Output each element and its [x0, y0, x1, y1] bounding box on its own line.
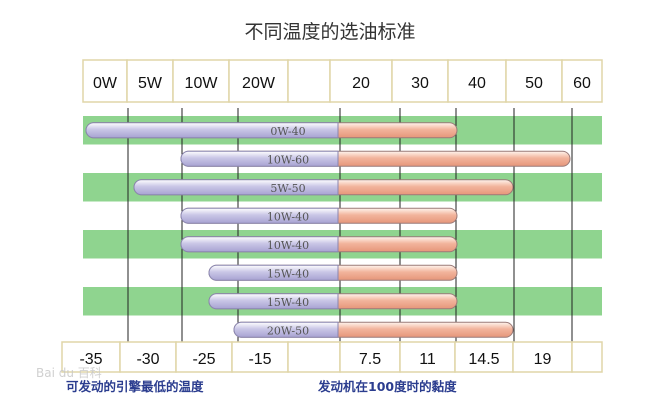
oil-grade-label: 10W-40: [267, 210, 309, 223]
bottom-axis-label: 11: [419, 351, 436, 368]
top-axis-label: 5W: [138, 75, 163, 92]
bottom-axis-label: -30: [136, 351, 159, 368]
bottom-header-cell: [231, 341, 289, 373]
oil-bar-cold-part: [180, 150, 339, 167]
oil-bar-cold-part: [180, 236, 339, 253]
bottom-header-cell: [571, 341, 603, 373]
top-header-cell: [561, 59, 603, 103]
top-header-cell: [172, 59, 230, 103]
bottom-header-cell: [454, 341, 514, 373]
top-axis-label: 40: [468, 75, 486, 92]
oil-bar-cold-part: [233, 321, 339, 338]
top-header-cell: [126, 59, 174, 103]
oil-bar-cold-part: [85, 122, 339, 139]
bottom-axis-label: -15: [248, 351, 271, 368]
bottom-axis-label: -25: [192, 351, 215, 368]
oil-grade-label: 10W-60: [267, 153, 309, 166]
top-axis-label: 20: [352, 75, 370, 92]
bottom-axis-label: 7.5: [359, 351, 381, 368]
top-header-cell: [82, 59, 128, 103]
caption-right: 发动机在100度时的黏度: [317, 379, 457, 394]
bottom-axis-label: 14.5: [468, 351, 499, 368]
bottom-axis-label: 19: [534, 351, 552, 368]
watermark: Bai du 百科: [36, 366, 102, 380]
oil-grade-label: 20W-50: [267, 324, 309, 337]
top-header-cell: [505, 59, 563, 103]
top-axis-label: 0W: [93, 75, 118, 92]
top-axis-label: 60: [573, 75, 591, 92]
bottom-header-cell: [339, 341, 401, 373]
top-header-cell: [287, 59, 331, 103]
oil-grade-label: 15W-40: [267, 296, 309, 309]
bottom-header-cell: [61, 341, 121, 373]
oil-bar-cold-part: [133, 179, 339, 196]
oil-bar-cold-part: [208, 264, 339, 281]
bottom-header-cell: [512, 341, 573, 373]
bottom-axis-label: -35: [79, 351, 102, 368]
oil-bar-cold-part: [208, 293, 339, 310]
caption-left: 可发动的引擎最低的温度: [66, 379, 204, 394]
top-header-cell: [329, 59, 393, 103]
oil-grade-label: 5W-50: [270, 182, 305, 195]
oil-grade-label: 0W-40: [270, 125, 305, 138]
top-axis-label: 20W: [242, 75, 276, 92]
bottom-header-cell: [287, 341, 341, 373]
top-header-cell: [391, 59, 449, 103]
oil-grade-label: 15W-40: [267, 267, 309, 280]
top-axis-label: 50: [525, 75, 543, 92]
oil-grade-label: 10W-40: [267, 239, 309, 252]
chart-title: 不同温度的选油标准: [244, 21, 415, 43]
top-axis-label: 30: [411, 75, 429, 92]
top-axis-label: 10W: [185, 75, 219, 92]
top-header-cell: [447, 59, 507, 103]
oil-bar-cold-part: [180, 207, 339, 224]
bottom-header-cell: [119, 341, 177, 373]
